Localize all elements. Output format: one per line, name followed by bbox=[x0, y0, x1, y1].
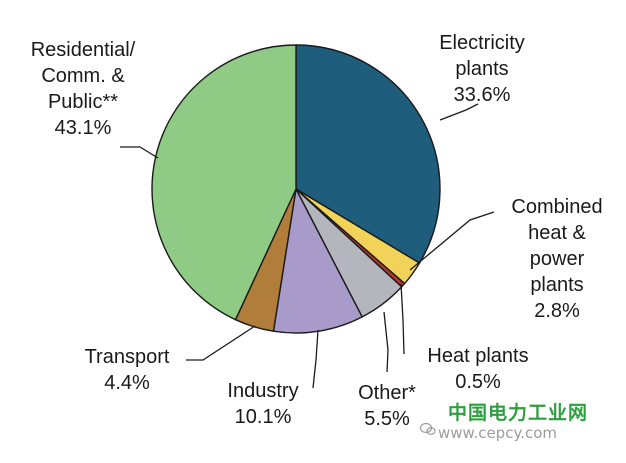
label-chp-line-4: plants bbox=[530, 274, 584, 296]
label-residential: Residential/ Comm. & Public** 43.1% bbox=[8, 37, 158, 141]
label-other: Other* 5.5% bbox=[342, 380, 432, 432]
label-chp: Combined heat & power plants 2.8% bbox=[494, 194, 620, 324]
pie-slice-residential-comm-public bbox=[151, 44, 297, 321]
leader-line-chp bbox=[409, 211, 495, 271]
label-chp-line-3: power bbox=[529, 248, 585, 270]
leader-line-other bbox=[383, 311, 389, 373]
leader-line-electricity bbox=[439, 103, 479, 121]
label-residential-value: 43.1% bbox=[54, 117, 112, 139]
label-other-value: 5.5% bbox=[364, 408, 410, 430]
label-transport: Transport 4.4% bbox=[68, 344, 186, 396]
leader-line-residential bbox=[120, 146, 159, 159]
label-chp-value: 2.8% bbox=[534, 300, 580, 322]
label-chp-line-2: heat & bbox=[528, 222, 586, 244]
label-industry-value: 10.1% bbox=[234, 406, 292, 428]
label-electricity-line-2: plants bbox=[455, 58, 509, 80]
label-transport-line-1: Transport bbox=[84, 346, 170, 368]
watermark-url: www.cepcy.com bbox=[438, 424, 557, 442]
watermark-site-name: 中国电力工业网 bbox=[448, 402, 589, 424]
label-industry-line-1: Industry bbox=[227, 380, 299, 402]
label-chp-line-1: Combined bbox=[511, 196, 603, 218]
label-electricity-value: 33.6% bbox=[453, 84, 511, 106]
label-industry: Industry 10.1% bbox=[205, 378, 321, 430]
label-heat-value: 0.5% bbox=[455, 371, 501, 393]
leader-line-heat bbox=[400, 283, 405, 355]
label-heat: Heat plants 0.5% bbox=[408, 343, 548, 395]
label-residential-line-3: Public** bbox=[47, 91, 119, 113]
label-electricity-line-1: Electricity bbox=[439, 32, 525, 54]
leader-line-transport bbox=[186, 325, 256, 361]
chat-bubble-icon bbox=[420, 422, 436, 435]
label-transport-value: 4.4% bbox=[104, 372, 150, 394]
leader-line-industry bbox=[312, 329, 319, 389]
label-residential-line-2: Comm. & bbox=[41, 65, 125, 87]
leader-lines bbox=[120, 103, 495, 389]
label-electricity: Electricity plants 33.6% bbox=[412, 30, 552, 108]
pie-slice-industry bbox=[272, 188, 363, 334]
pie-slice-electricity-plants bbox=[295, 44, 441, 264]
label-other-line-1: Other* bbox=[358, 382, 416, 404]
label-heat-line-1: Heat plants bbox=[427, 345, 529, 367]
pie-slices bbox=[151, 44, 441, 334]
label-residential-line-1: Residential/ bbox=[30, 39, 136, 61]
